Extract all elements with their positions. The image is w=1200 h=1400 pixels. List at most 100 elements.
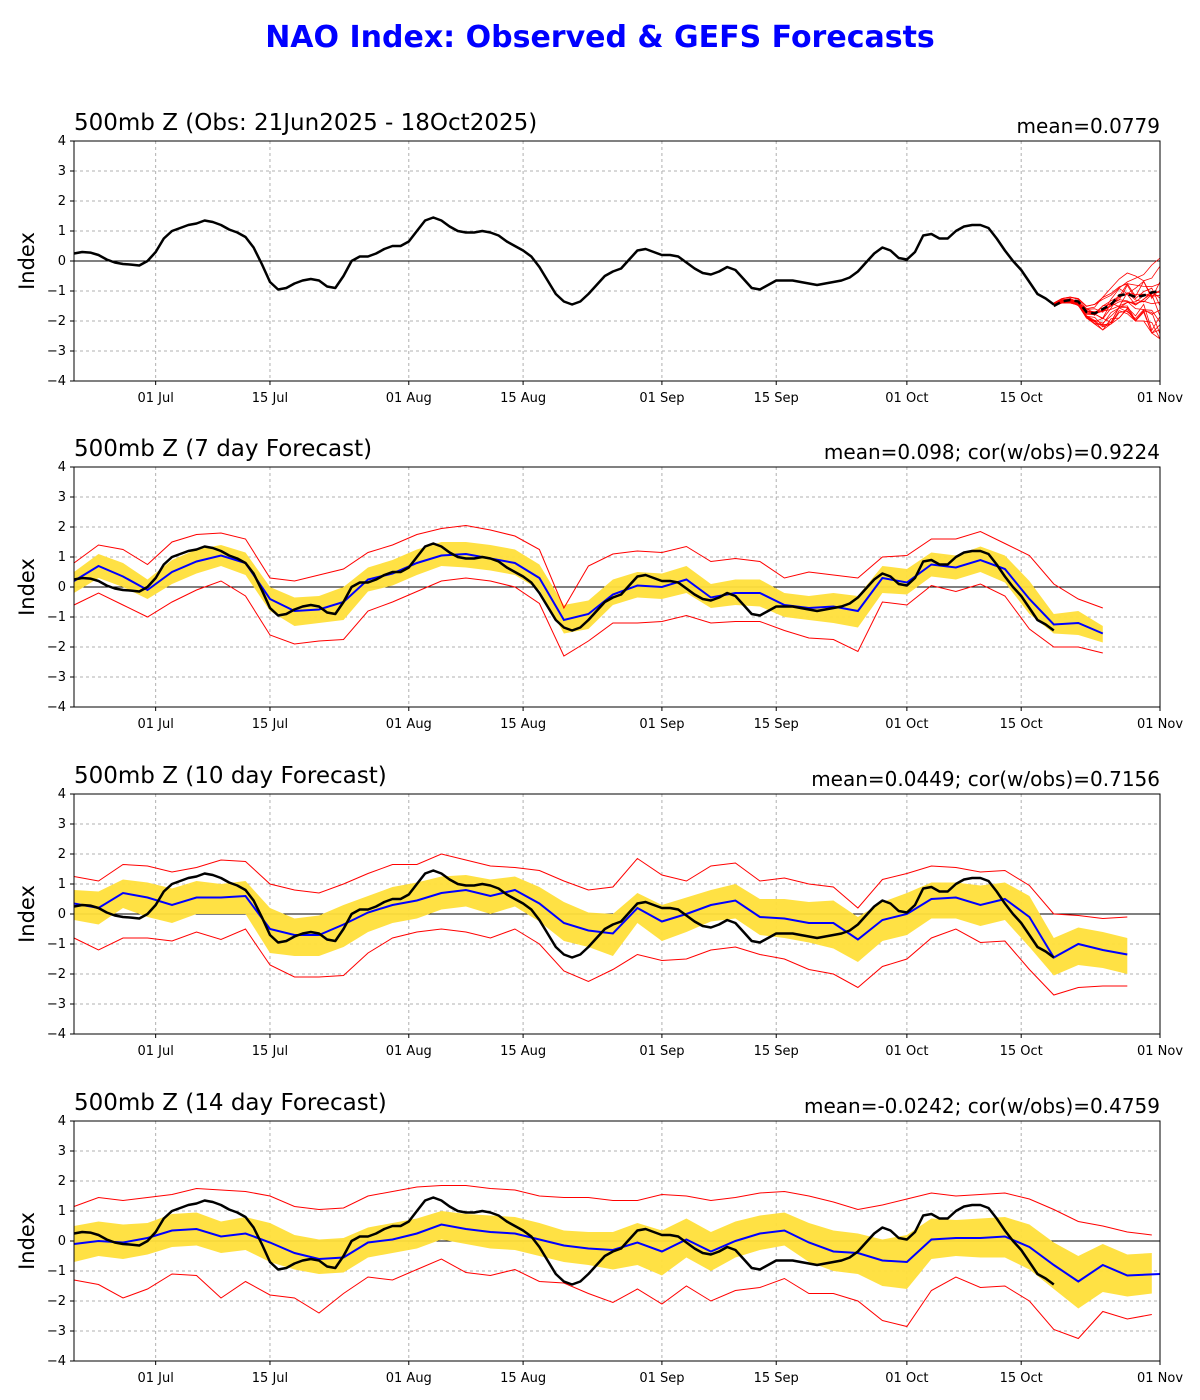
y-tick-label: −1: [47, 937, 66, 952]
y-tick-label: −1: [47, 284, 66, 299]
y-tick-label: 4: [58, 134, 66, 149]
y-tick-label: 1: [58, 550, 66, 565]
x-tick-label: 15 Aug: [500, 717, 546, 732]
observed-line: [73, 1196, 1055, 1286]
ensemble-member-line: [1053, 265, 1161, 310]
y-tick-label: −1: [47, 1264, 66, 1279]
x-tick-label: 01 Aug: [386, 717, 432, 732]
x-tick-label: 01 Aug: [386, 1371, 432, 1386]
x-tick-label: 15 Aug: [500, 1044, 546, 1059]
x-tick-label: 01 Aug: [386, 391, 432, 406]
x-tick-label: 01 Oct: [885, 1044, 928, 1059]
x-tick-label: 01 Sep: [639, 1371, 684, 1386]
extreme-lo-line: [73, 1258, 1152, 1340]
spread-band: [74, 542, 1103, 643]
panel-4-stats: mean=-0.0242; cor(w/obs)=0.4759: [803, 1094, 1160, 1118]
extreme-lo-line: [73, 928, 1128, 996]
y-axis-label: Index: [15, 558, 39, 616]
chart-title: NAO Index: Observed & GEFS Forecasts: [265, 20, 935, 55]
y-tick-label: −3: [47, 670, 66, 685]
y-tick-label: 3: [58, 817, 66, 832]
x-tick-label: 01 Jul: [137, 717, 173, 732]
panel-1-stats: mean=0.0779: [1016, 114, 1160, 138]
y-tick-label: 0: [58, 907, 66, 922]
x-tick-label: 15 Oct: [1000, 1044, 1043, 1059]
y-tick-label: 1: [58, 224, 66, 239]
x-tick-label: 01 Jul: [137, 391, 173, 406]
x-tick-label: 01 Oct: [885, 391, 928, 406]
ensemble-mean-forecast-line: [1053, 289, 1161, 315]
observed-line: [73, 216, 1055, 306]
x-tick-label: 15 Jul: [252, 1371, 288, 1386]
y-tick-label: −3: [47, 344, 66, 359]
panel-1-title: 500mb Z (Obs: 21Jun2025 - 18Oct2025): [74, 110, 538, 136]
x-tick-label: 15 Aug: [500, 1371, 546, 1386]
extreme-lo-line: [73, 577, 1103, 657]
panel-3-title: 500mb Z (10 day Forecast): [74, 763, 387, 789]
x-tick-label: 15 Oct: [1000, 717, 1043, 732]
ensemble-member-line: [1053, 280, 1161, 313]
y-tick-label: 1: [58, 877, 66, 892]
ensemble-member-line: [1053, 301, 1161, 332]
y-tick-label: 3: [58, 1144, 66, 1159]
y-tick-label: 2: [58, 847, 66, 862]
x-tick-label: 15 Sep: [754, 1371, 799, 1386]
x-tick-label: 01 Jul: [137, 1371, 173, 1386]
x-tick-label: 15 Jul: [252, 1044, 288, 1059]
y-axis-label: Index: [15, 1212, 39, 1270]
x-tick-label: 15 Oct: [1000, 1371, 1043, 1386]
y-tick-label: −3: [47, 997, 66, 1012]
panel-3: −4 −3 −2 −1 0 1 2 3 4 01 Jul 15 Jul 01 Aug 15 Aug 01 …: [15, 787, 1183, 1059]
y-tick-label: −4: [47, 1354, 66, 1369]
y-tick-label: 2: [58, 520, 66, 535]
ensemble-mean-line: [73, 1223, 1161, 1283]
x-tick-label: 01 Nov: [1137, 1371, 1183, 1386]
x-tick-label: 15 Jul: [252, 717, 288, 732]
y-tick-label: 0: [58, 1234, 66, 1249]
x-tick-label: 15 Oct: [1000, 391, 1043, 406]
y-tick-label: −4: [47, 374, 66, 389]
y-tick-label: −4: [47, 1027, 66, 1042]
y-tick-label: 2: [58, 194, 66, 209]
panel-2-title: 500mb Z (7 day Forecast): [74, 436, 373, 462]
x-tick-label: 01 Aug: [386, 1044, 432, 1059]
panel-4: −4 −3 −2 −1 0 1 2 3 4 01 Jul 15 Jul 01 Aug 15 Aug 01 …: [15, 1114, 1183, 1386]
x-tick-label: 15 Jul: [252, 391, 288, 406]
x-tick-label: 01 Jul: [137, 1044, 173, 1059]
extreme-hi-line: [73, 524, 1103, 610]
y-axis-label: Index: [15, 232, 39, 290]
y-tick-label: −2: [47, 314, 66, 329]
extreme-hi-line: [73, 853, 1128, 920]
y-tick-label: −3: [47, 1324, 66, 1339]
y-tick-label: 4: [58, 787, 66, 802]
y-tick-label: −2: [47, 640, 66, 655]
x-tick-label: 01 Sep: [639, 391, 684, 406]
y-tick-label: 2: [58, 1174, 66, 1189]
observed-line: [73, 542, 1055, 632]
ensemble-member-line: [1053, 300, 1161, 325]
panel-1: −4 −3 −2 −1 0 1 2 3 4 01 Jul 15 Jul 01 Aug 15 Aug 01 …: [15, 134, 1183, 406]
y-tick-label: 0: [58, 580, 66, 595]
x-tick-label: 01 Nov: [1137, 717, 1183, 732]
x-tick-label: 01 Sep: [639, 717, 684, 732]
x-tick-label: 15 Sep: [754, 1044, 799, 1059]
y-tick-label: 3: [58, 164, 66, 179]
panel-3-stats: mean=0.0449; cor(w/obs)=0.7156: [811, 767, 1160, 791]
y-tick-label: 0: [58, 254, 66, 269]
panel-4-title: 500mb Z (14 day Forecast): [74, 1090, 387, 1116]
extreme-hi-line: [73, 1185, 1152, 1236]
ensemble-member-line: [1053, 300, 1161, 324]
y-tick-label: −1: [47, 610, 66, 625]
x-tick-label: 01 Nov: [1137, 391, 1183, 406]
panel-2-stats: mean=0.098; cor(w/obs)=0.9224: [823, 440, 1160, 464]
y-tick-label: 1: [58, 1204, 66, 1219]
y-tick-label: 4: [58, 1114, 66, 1129]
x-tick-label: 01 Oct: [885, 717, 928, 732]
y-tick-label: −2: [47, 967, 66, 982]
y-axis-label: Index: [15, 885, 39, 943]
panel-2: −4 −3 −2 −1 0 1 2 3 4 01 Jul 15 Jul 01 Aug 15 Aug 01 …: [15, 460, 1183, 732]
y-tick-label: −4: [47, 700, 66, 715]
spread-band: [74, 875, 1128, 976]
x-tick-label: 01 Sep: [639, 1044, 684, 1059]
